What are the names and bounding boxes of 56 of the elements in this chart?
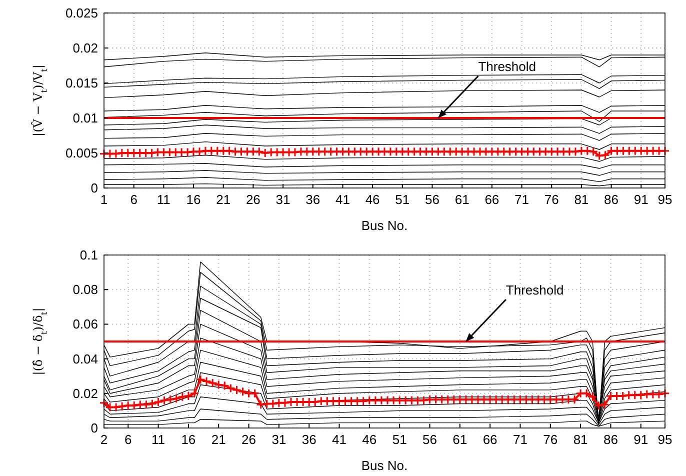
x-tick-label: 16 [186,192,201,207]
x-tick-label: 95 [658,432,672,447]
x-tick-label: 21 [216,192,231,207]
y-tick-label: 0.01 [72,110,98,126]
y-tick-label: 0.04 [72,351,98,366]
x-tick-label: 6 [130,192,138,207]
y-tick-label: 0.08 [72,282,98,298]
annotation: Threshold [506,282,564,298]
x-tick-label: 61 [454,192,470,207]
x-tick-label: 71 [512,432,528,447]
y-tick-label: 0.02 [72,40,98,56]
x-tick-label: 71 [514,192,529,207]
x-tick-label: 91 [634,192,648,207]
x-tick-label: 56 [422,432,437,447]
y-tick-label: 0.025 [65,6,98,20]
y-tick-label: 0.06 [72,316,98,332]
x-tick-label: 95 [658,192,672,207]
y-tick-label: 0 [90,180,98,196]
x-tick-label: 21 [211,432,226,447]
x-tick-label: 66 [484,192,500,207]
x-tick-label: 41 [332,432,346,447]
x-axis-title: Bus No. [361,458,408,473]
x-tick-label: 11 [156,192,170,207]
y-tick-label: 0 [90,420,98,436]
x-tick-label: 46 [365,192,380,207]
x-tick-label: 6 [124,432,132,447]
x-tick-label: 66 [482,432,498,447]
x-tick-label: 81 [574,192,589,207]
x-tick-label: 76 [544,192,559,207]
x-tick-label: 51 [392,432,407,447]
x-tick-label: 1 [100,192,108,207]
y-tick-label: 0.1 [80,248,98,262]
annotation: Threshold [478,59,536,74]
x-tick-label: 46 [362,432,377,447]
x-tick-label: 86 [603,432,618,447]
x-tick-label: 16 [181,432,196,447]
x-tick-label: 31 [272,432,286,447]
x-axis-title: Bus No. [361,218,408,233]
x-tick-label: 91 [634,432,648,447]
y-tick-label: 0.015 [65,76,98,90]
y-tick-label: 0.005 [65,146,98,160]
x-tick-label: 56 [425,192,440,207]
x-tick-label: 26 [246,192,260,207]
x-tick-label: 2 [100,432,108,447]
x-tick-label: 41 [335,192,350,207]
x-tick-label: 26 [242,432,256,447]
x-tick-label: 86 [604,192,619,207]
x-tick-label: 61 [452,432,468,447]
x-tick-label: 76 [543,432,558,447]
x-tick-label: 31 [276,192,290,207]
y-tick-label: 0.02 [72,386,98,401]
x-tick-label: 36 [302,432,316,447]
x-tick-label: 11 [152,432,166,447]
x-tick-label: 81 [573,432,588,447]
x-tick-label: 51 [395,192,410,207]
x-tick-label: 36 [306,192,320,207]
